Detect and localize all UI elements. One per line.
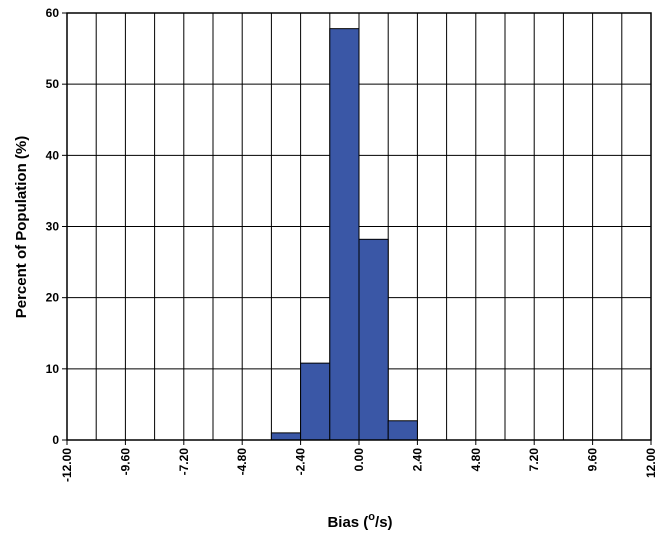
histogram-bar — [270, 432, 302, 441]
x-tick-label: -9.60 — [118, 448, 132, 476]
histogram-bar — [300, 362, 331, 441]
y-tick-label: 30 — [46, 220, 60, 234]
y-tick-label: 0 — [52, 433, 59, 447]
x-tick-label: 9.60 — [586, 448, 600, 472]
x-tick-label: -7.20 — [177, 448, 191, 476]
x-tick-label: -2.40 — [294, 448, 308, 476]
histogram-bar — [329, 28, 360, 441]
x-axis-title: Bias (o/s) — [327, 511, 392, 531]
histogram-bar — [387, 420, 418, 441]
x-tick-label: 12.00 — [644, 448, 658, 478]
x-tick-label: -12.00 — [60, 448, 74, 482]
x-tick-labels: -12.00 -9.60 -7.20 -4.80 -2.40 0.00 2.40 4.80 7.… — [60, 440, 658, 482]
x-tick-label: 0.00 — [352, 448, 366, 472]
grid-lines — [67, 13, 651, 440]
histogram-bar — [358, 238, 389, 441]
y-tick-label: 50 — [46, 77, 60, 91]
x-tick-label: 4.80 — [469, 448, 483, 472]
x-axis-title-suffix: /s) — [375, 514, 393, 531]
y-tick-label: 20 — [46, 291, 60, 305]
y-tick-label: 40 — [46, 148, 60, 162]
x-axis-title-sup: o — [368, 511, 375, 523]
x-tick-label: 2.40 — [410, 448, 424, 472]
y-tick-labels: 0 10 20 30 40 50 60 — [46, 6, 67, 447]
x-axis-title-main: Bias ( — [327, 514, 368, 531]
y-tick-label: 10 — [46, 362, 60, 376]
y-tick-label: 60 — [46, 6, 60, 20]
x-tick-label: -4.80 — [235, 448, 249, 476]
bars — [270, 28, 418, 441]
y-axis-title: Percent of Population (%) — [13, 136, 30, 319]
x-tick-label: 7.20 — [527, 448, 541, 472]
